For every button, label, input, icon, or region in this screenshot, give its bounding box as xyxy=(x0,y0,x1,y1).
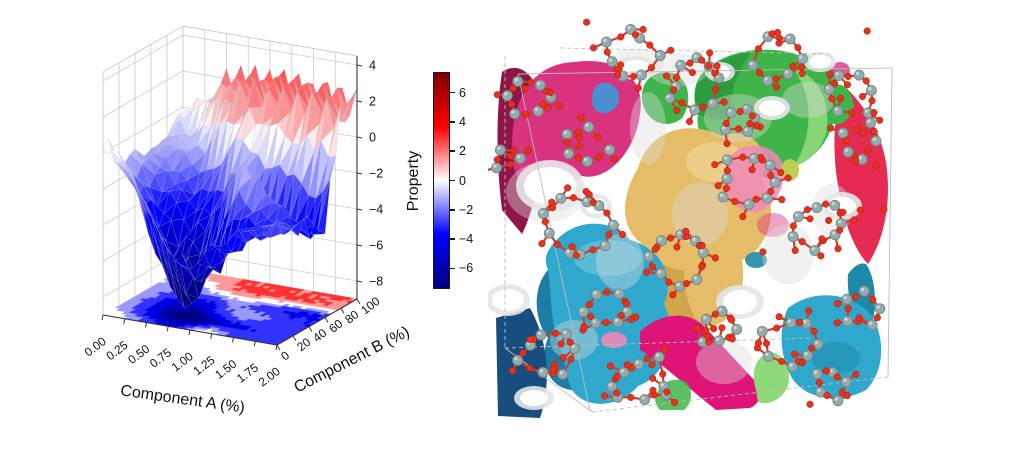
svg-text:40: 40 xyxy=(310,326,329,345)
svg-text:0.75: 0.75 xyxy=(147,345,174,370)
svg-text:1.75: 1.75 xyxy=(234,360,261,385)
z-axis: 4 2 0 −2 −4 −6 −8 xyxy=(356,56,383,299)
svg-text:100: 100 xyxy=(358,294,383,318)
structure-plot-3d xyxy=(488,18,893,418)
surface-mesh xyxy=(102,64,358,309)
svg-text:−4: −4 xyxy=(369,203,383,217)
surface-plot-generated: 0.000.250.500.751.001.251.501.752.000204… xyxy=(82,25,383,389)
svg-text:0.25: 0.25 xyxy=(103,338,130,363)
svg-text:0: 0 xyxy=(278,348,292,363)
svg-text:0: 0 xyxy=(369,131,376,145)
x-axis-label: Component A (%) xyxy=(119,382,246,416)
svg-text:1.50: 1.50 xyxy=(212,357,239,382)
svg-text:−6: −6 xyxy=(369,239,383,253)
svg-text:60: 60 xyxy=(326,316,345,335)
svg-text:1.25: 1.25 xyxy=(190,353,217,378)
svg-text:1.00: 1.00 xyxy=(169,349,196,374)
svg-text:80: 80 xyxy=(342,307,361,326)
svg-text:0.50: 0.50 xyxy=(125,342,152,367)
structure-generated xyxy=(488,18,893,418)
svg-text:2.00: 2.00 xyxy=(256,364,283,389)
svg-text:0.00: 0.00 xyxy=(82,334,109,359)
svg-text:2: 2 xyxy=(369,95,376,109)
svg-text:−2: −2 xyxy=(369,167,383,181)
surface-plot-3d: 0.000.250.500.751.001.251.501.752.000204… xyxy=(82,25,412,417)
svg-text:−8: −8 xyxy=(369,275,383,289)
molecule-network xyxy=(488,18,888,408)
svg-text:20: 20 xyxy=(294,335,313,354)
svg-text:4: 4 xyxy=(369,59,376,73)
